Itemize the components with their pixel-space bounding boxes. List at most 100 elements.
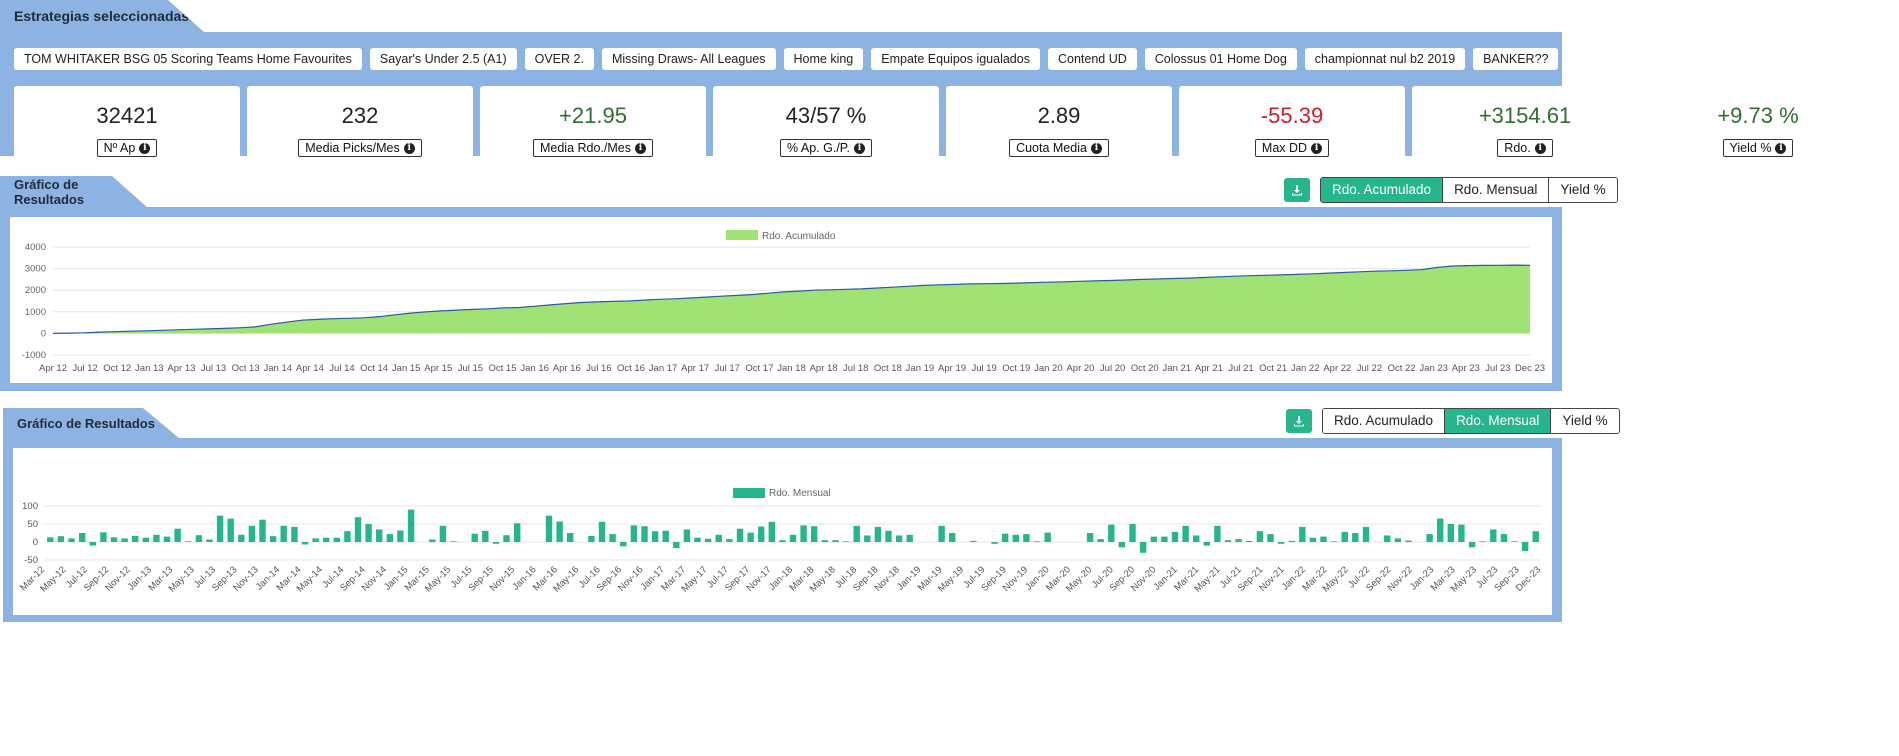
info-icon[interactable]: i bbox=[1534, 142, 1546, 154]
stat-label[interactable]: Media Rdo./Mes i bbox=[532, 139, 653, 157]
x-tick-label: Apr 12 bbox=[39, 363, 67, 374]
x-tick-label: Oct 21 bbox=[1259, 363, 1287, 374]
monthly-bar bbox=[1521, 542, 1529, 551]
monthly-bar bbox=[800, 525, 807, 542]
x-tick-label: Jan 14 bbox=[263, 363, 292, 374]
monthly-bar bbox=[185, 541, 192, 542]
monthly-bar bbox=[949, 533, 956, 542]
stat-label[interactable]: Cuota Media i bbox=[1009, 139, 1109, 157]
strategy-chip[interactable]: Empate Equipos igualados bbox=[871, 48, 1040, 70]
y-tick-label: 0 bbox=[33, 537, 38, 548]
stat-value: -55.39 bbox=[1260, 103, 1324, 128]
x-tick-label: Jul 15 bbox=[458, 363, 483, 374]
monthly-bar bbox=[132, 535, 139, 542]
monthly-bar bbox=[439, 525, 447, 542]
chart1-canvas: Rdo. Acumulado 4000 3000 2000 1000 0 -1000 Apr … bbox=[10, 217, 1552, 383]
strategy-chip[interactable]: Home king bbox=[783, 48, 864, 70]
x-tick-label: Apr 19 bbox=[938, 363, 966, 374]
stat-label[interactable]: Nº Ap i bbox=[96, 139, 158, 157]
monthly-bar bbox=[1161, 536, 1168, 542]
stat-card: 2.89 Cuota Media i bbox=[946, 86, 1172, 174]
monthly-bar bbox=[57, 536, 65, 542]
monthly-bar bbox=[1214, 525, 1221, 542]
chart2-view-button[interactable]: Rdo. Mensual bbox=[1444, 409, 1551, 433]
stat-label-text: Media Picks/Mes bbox=[305, 141, 400, 155]
monthly-bar bbox=[492, 542, 500, 544]
chart1-view-button[interactable]: Rdo. Acumulado bbox=[1321, 178, 1443, 202]
strategy-chip[interactable]: Colossus 01 Home Dog bbox=[1144, 48, 1297, 70]
strategy-chip[interactable]: BANKER?? bbox=[1473, 48, 1559, 70]
x-tick-label: Jul 16 bbox=[586, 363, 611, 374]
x-tick-label: Jan 13 bbox=[135, 363, 164, 374]
stat-label[interactable]: Yield % i bbox=[1722, 139, 1794, 157]
x-tick-label: Jul 23 bbox=[1485, 363, 1510, 374]
chart1-title: Gráfico de Resultados bbox=[14, 177, 85, 207]
info-icon[interactable]: i bbox=[635, 142, 646, 154]
x-tick-label: Dec 23 bbox=[1515, 363, 1545, 374]
info-icon[interactable]: i bbox=[1090, 142, 1102, 154]
stat-label[interactable]: Rdo. i bbox=[1497, 139, 1553, 157]
stat-label[interactable]: Media Picks/Mes i bbox=[298, 139, 422, 157]
stat-value: 232 bbox=[341, 103, 379, 128]
strategies-header: Estrategias seleccionadas: bbox=[0, 0, 204, 32]
x-tick-label: Oct 15 bbox=[489, 363, 517, 374]
stats-row: 32421 Nº Ap i 232 Media Picks/Mes i +21.95 Medi… bbox=[14, 86, 1871, 174]
x-tick-label: Apr 22 bbox=[1323, 363, 1351, 374]
info-icon[interactable]: i bbox=[403, 142, 415, 154]
legend-swatch bbox=[726, 230, 758, 240]
monthly-bar bbox=[651, 531, 659, 542]
strategy-chip[interactable]: TOM WHITAKER BSG 05 Scoring Teams Home F… bbox=[14, 48, 362, 70]
monthly-bar bbox=[153, 534, 160, 542]
chart1-view-button[interactable]: Rdo. Mensual bbox=[1442, 178, 1549, 202]
monthly-bar bbox=[598, 521, 606, 542]
x-tick-label: Oct 16 bbox=[617, 363, 645, 374]
info-icon[interactable]: i bbox=[139, 142, 151, 154]
cumulative-line bbox=[52, 264, 1531, 334]
legend-swatch bbox=[733, 488, 765, 498]
monthly-bar bbox=[471, 533, 478, 542]
x-tick-label: Jan 15 bbox=[392, 363, 421, 374]
download-icon bbox=[1292, 185, 1302, 196]
monthly-bar bbox=[280, 525, 287, 542]
strategy-chip[interactable]: Sayar's Under 2.5 (A1) bbox=[369, 48, 517, 70]
monthly-bar bbox=[503, 535, 510, 542]
monthly-bar bbox=[216, 515, 224, 542]
monthly-bar bbox=[227, 518, 234, 542]
monthly-bar bbox=[832, 540, 839, 542]
monthly-bar bbox=[970, 540, 977, 542]
monthly-bar bbox=[291, 526, 298, 542]
monthly-bar bbox=[694, 537, 701, 542]
monthly-bar bbox=[429, 539, 436, 542]
monthly-bar bbox=[1341, 531, 1348, 542]
info-icon[interactable]: i bbox=[854, 142, 865, 154]
strategy-chip[interactable]: Contend UD bbox=[1047, 48, 1137, 70]
chart2-view-button[interactable]: Yield % bbox=[1550, 409, 1619, 433]
legend-label: Rdo. Acumulado bbox=[762, 231, 836, 242]
info-icon[interactable]: i bbox=[1311, 142, 1323, 154]
x-tick-label: Jul 18 bbox=[843, 363, 868, 374]
chart1-view-button[interactable]: Yield % bbox=[1548, 178, 1617, 202]
y-tick-label: 4000 bbox=[25, 242, 46, 253]
stat-label-text: Nº Ap bbox=[103, 141, 136, 155]
monthly-bar bbox=[609, 534, 616, 542]
x-tick-label: Oct 12 bbox=[103, 363, 131, 374]
stat-value: 43/57 % bbox=[785, 103, 867, 128]
monthly-bar bbox=[906, 534, 913, 542]
x-tick-label: Jan 19 bbox=[906, 363, 935, 374]
monthly-bar bbox=[1193, 535, 1200, 542]
info-icon[interactable]: i bbox=[1775, 142, 1787, 154]
monthly-bar bbox=[768, 521, 775, 542]
stat-label[interactable]: % Ap. G./P. i bbox=[779, 139, 872, 157]
chart1-download-button[interactable] bbox=[1284, 178, 1310, 202]
chart2-view-button[interactable]: Rdo. Acumulado bbox=[1323, 409, 1445, 433]
x-tick-label: Apr 17 bbox=[681, 363, 709, 374]
strategy-chip[interactable]: championnat nul b2 2019 bbox=[1304, 48, 1466, 70]
monthly-bar bbox=[1277, 542, 1285, 544]
strategy-chip[interactable]: Missing Draws- All Leagues bbox=[601, 48, 776, 70]
legend-label: Rdo. Mensual bbox=[769, 488, 831, 499]
stat-label[interactable]: Max DD i bbox=[1254, 139, 1330, 157]
monthly-bar bbox=[715, 534, 722, 542]
chart2-download-button[interactable] bbox=[1286, 409, 1312, 433]
monthly-bar bbox=[397, 530, 404, 542]
strategy-chip[interactable]: OVER 2. bbox=[524, 48, 594, 70]
